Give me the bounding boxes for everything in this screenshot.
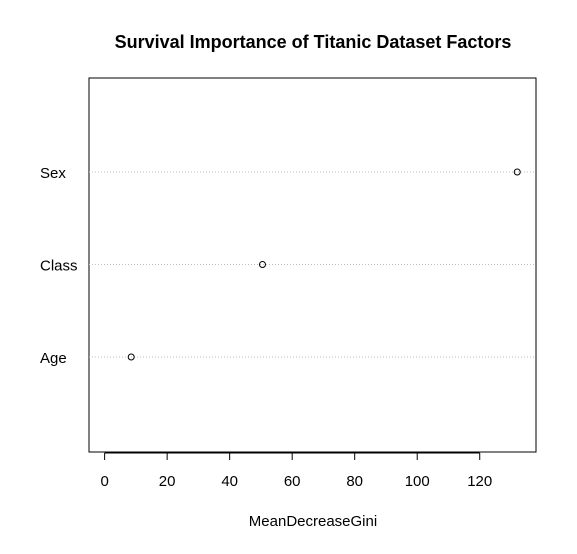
x-tick-label-20: 20 bbox=[159, 473, 176, 490]
x-axis-label: MeanDecreaseGini bbox=[249, 513, 377, 530]
data-points bbox=[127, 168, 521, 361]
x-axis: 0 20 40 60 80 100 120 bbox=[100, 452, 492, 490]
category-label-sex: Sex bbox=[40, 165, 66, 182]
x-tick-label-40: 40 bbox=[221, 473, 238, 490]
chart-title: Survival Importance of Titanic Dataset F… bbox=[115, 32, 512, 52]
x-tick-label-80: 80 bbox=[346, 473, 363, 490]
data-point-class bbox=[258, 261, 266, 268]
x-tick-label-120: 120 bbox=[467, 473, 492, 490]
plot-frame bbox=[88, 77, 537, 453]
x-tick-label-0: 0 bbox=[100, 473, 108, 490]
gridlines bbox=[89, 171, 536, 358]
category-label-class: Class bbox=[40, 258, 78, 275]
category-labels: Sex Class Age bbox=[40, 165, 78, 367]
x-tick-label-60: 60 bbox=[284, 473, 301, 490]
data-point-sex bbox=[513, 168, 521, 176]
data-point-age bbox=[127, 353, 135, 361]
category-label-age: Age bbox=[40, 350, 67, 367]
x-tick-label-100: 100 bbox=[405, 473, 430, 490]
